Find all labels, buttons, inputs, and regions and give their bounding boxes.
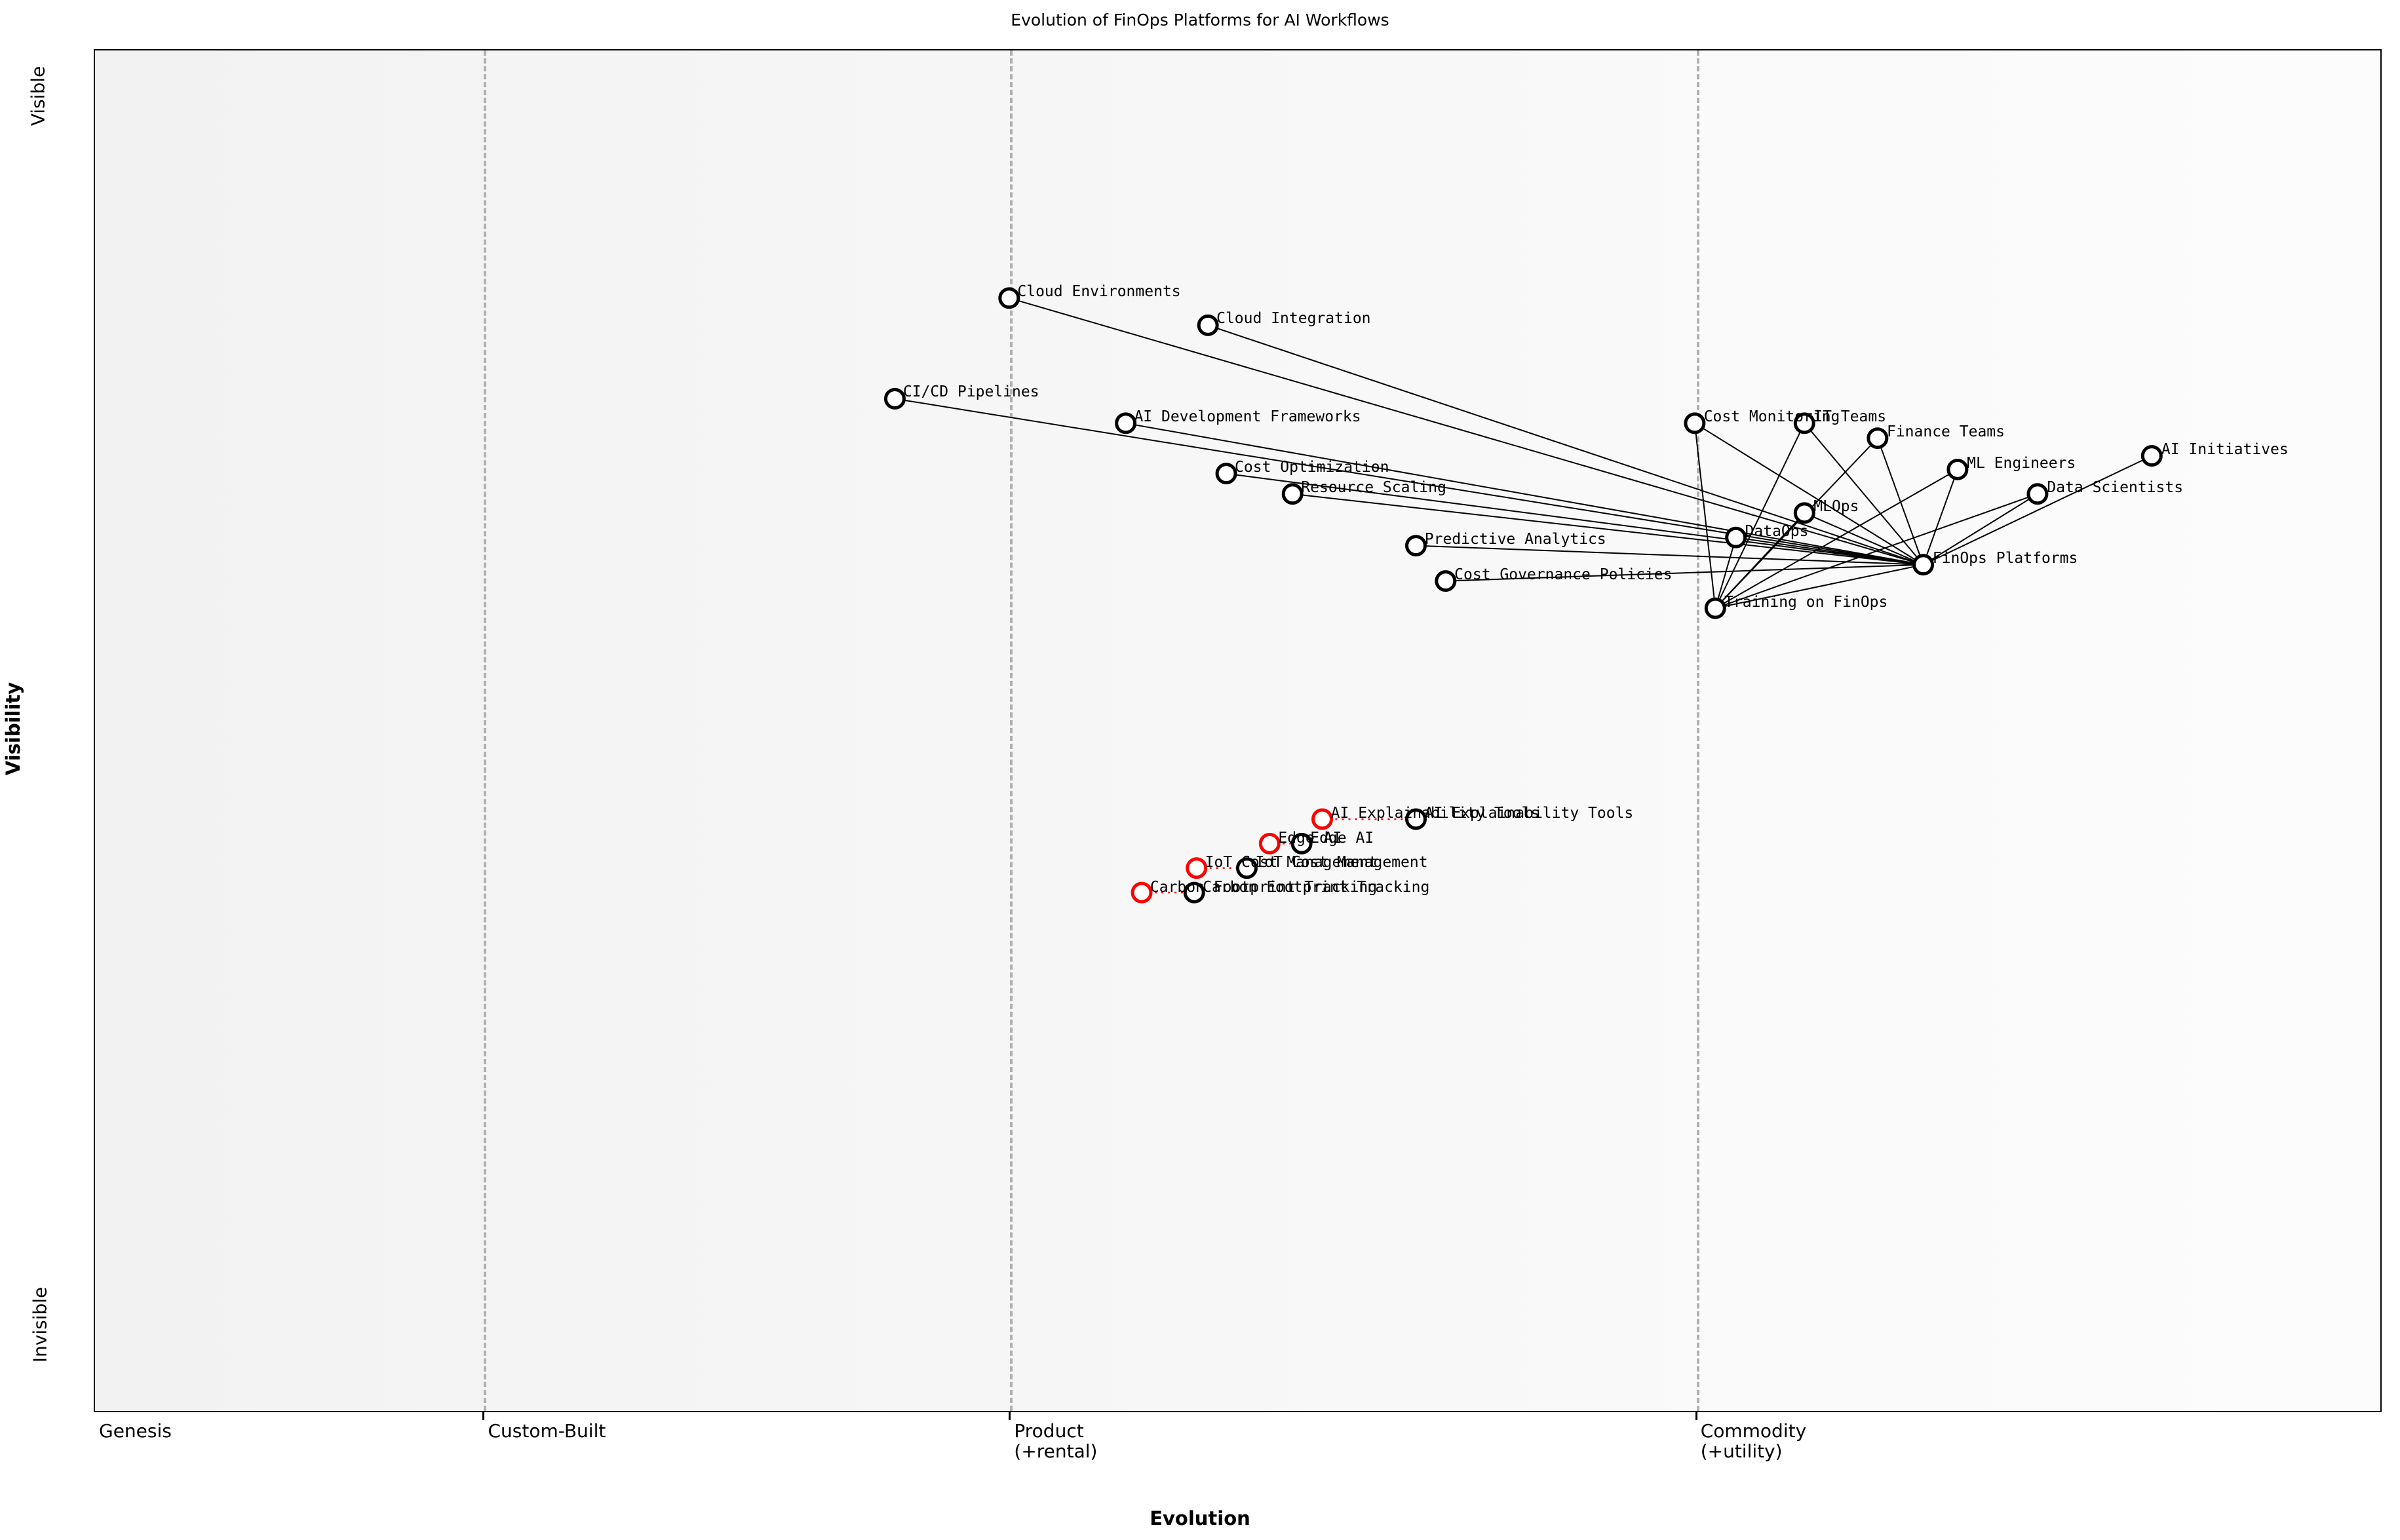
node-marker[interactable] (2026, 483, 2049, 505)
node-marker[interactable] (883, 387, 906, 410)
node-marker[interactable] (1684, 412, 1706, 434)
evolving-node-label-3: Carbon Footprint Tracking (1150, 878, 1378, 896)
node-marker[interactable] (1197, 314, 1219, 336)
node-marker[interactable] (1435, 570, 1457, 592)
node-label-10: Data Scientists (2047, 479, 2184, 497)
gridline-2 (1010, 50, 1013, 1411)
evolved-node-label-1: Edge AI (1310, 829, 1374, 847)
evolving-node-marker[interactable] (1131, 881, 1153, 904)
evolved-node-label-0: AI Explainability Tools (1424, 805, 1634, 822)
gridline-3 (1696, 50, 1699, 1411)
node-label-4: Cost Monitoring (1703, 408, 1840, 425)
x-tick-label-1: Custom-Built (488, 1420, 606, 1442)
node-marker[interactable] (1115, 412, 1137, 434)
node-label-0: Cloud Environments (1017, 282, 1181, 300)
x-tick-label-2: Product (+rental) (1014, 1420, 1098, 1463)
link-line (1876, 438, 1924, 566)
node-marker[interactable] (1946, 458, 1969, 480)
node-marker[interactable] (1867, 427, 1889, 450)
link-line (1804, 423, 1924, 566)
node-label-16: Cost Governance Policies (1454, 566, 1673, 584)
node-label-2: CI/CD Pipelines (902, 383, 1039, 401)
node-label-12: MLOps (1813, 498, 1859, 516)
node-marker[interactable] (1912, 554, 1935, 576)
node-label-11: Resource Scaling (1301, 479, 1446, 497)
y-tick-label-invisible: Invisible (29, 1286, 51, 1363)
link-line (1714, 423, 1806, 609)
link-line (1416, 545, 1924, 566)
node-label-6: Finance Teams (1886, 423, 2005, 440)
link-line (1735, 537, 1924, 566)
evolving-node-marker[interactable] (1258, 832, 1281, 855)
link-line (1694, 422, 1924, 566)
evolving-node-marker[interactable] (1186, 857, 1208, 879)
node-label-15: FinOps Platforms (1932, 550, 2078, 568)
link-layer (883, 287, 2163, 904)
node-marker[interactable] (1281, 483, 1304, 505)
x-axis-title: Evolution (1150, 1507, 1250, 1530)
node-label-1: Cloud Integration (1216, 310, 1371, 328)
node-marker[interactable] (1405, 535, 1427, 557)
node-label-17: Training on FinOps (1724, 593, 1888, 611)
x-tick-mark-1 (482, 1412, 485, 1420)
node-marker[interactable] (1215, 463, 1237, 485)
node-label-5: IT Teams (1813, 408, 1887, 425)
node-marker[interactable] (1704, 597, 1726, 619)
x-tick-mark-2 (1009, 1412, 1011, 1420)
evolving-node-label-0: AI Explainability Tools (1330, 805, 1540, 822)
evolved-node-label-3: Carbon Footprint Tracking (1203, 878, 1430, 896)
node-label-7: AI Initiatives (2161, 440, 2289, 458)
page-title: Evolution of FinOps Platforms for AI Wor… (1011, 10, 1389, 29)
x-tick-mark-3 (1695, 1412, 1697, 1420)
gridline-1 (484, 50, 487, 1411)
node-marker[interactable] (1793, 502, 1815, 524)
link-line (1207, 324, 1924, 566)
x-tick-label-3: Commodity (+utility) (1700, 1420, 1807, 1463)
node-marker[interactable] (998, 287, 1020, 309)
evolving-node-label-1: Edge AI (1278, 829, 1342, 847)
link-line (1923, 455, 2152, 566)
node-label-3: AI Development Frameworks (1134, 408, 1361, 425)
node-marker[interactable] (2140, 445, 2163, 467)
node-label-8: ML Engineers (1967, 454, 2076, 472)
x-tick-label-0: Genesis (99, 1420, 172, 1442)
node-label-14: Predictive Analytics (1424, 531, 1606, 549)
evolving-node-label-2: IoT Cost Management (1205, 854, 1378, 872)
link-line (1804, 512, 1924, 566)
y-axis-title: Visibility (2, 682, 24, 776)
node-marker[interactable] (1725, 526, 1747, 549)
y-tick-label-visible: Visible (27, 66, 49, 126)
node-label-13: DataOps (1745, 522, 1809, 540)
evolved-node-label-2: IoT Cost Management (1255, 854, 1428, 872)
evolving-node-marker[interactable] (1311, 808, 1334, 830)
node-label-9: Cost Optimization (1235, 458, 1389, 476)
plot-area: Cloud Environments Cloud Integration CI/CD… (94, 49, 2382, 1412)
